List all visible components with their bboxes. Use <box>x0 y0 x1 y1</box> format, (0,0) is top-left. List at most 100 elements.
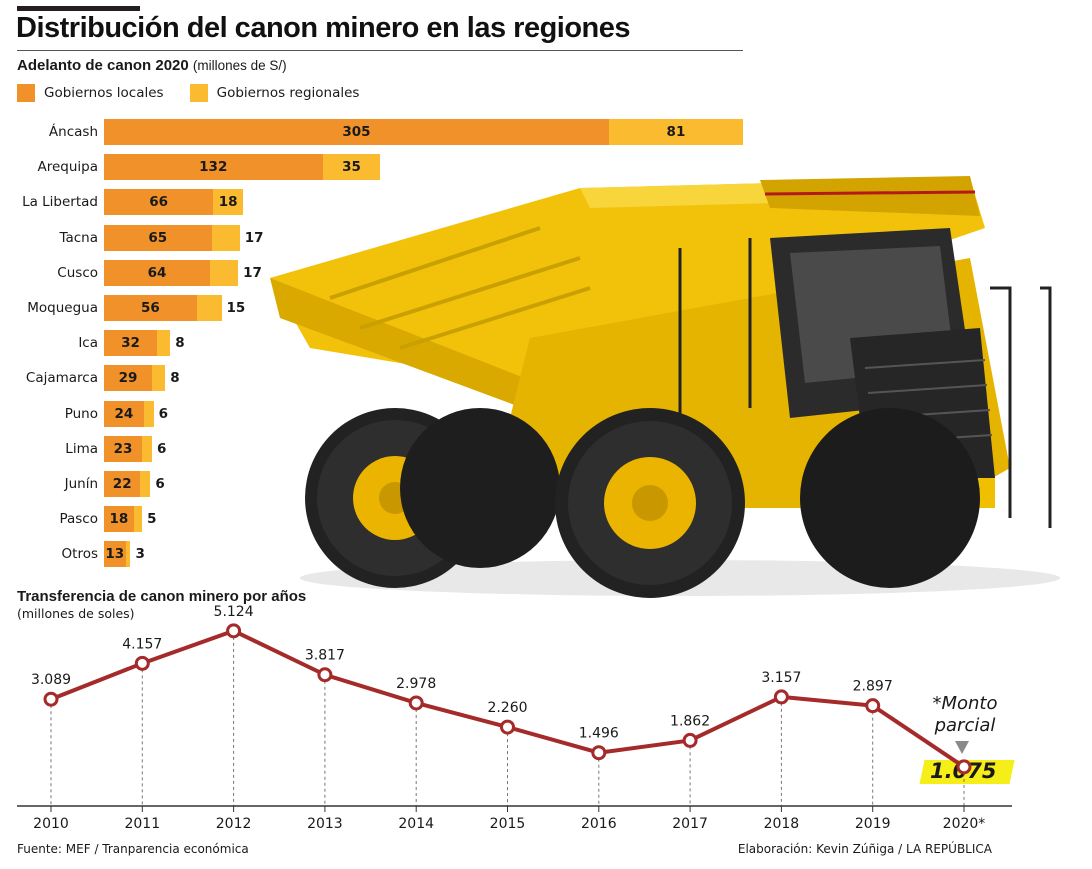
data-point <box>317 667 333 683</box>
bar-segment-regional <box>133 506 143 533</box>
data-point <box>43 691 59 707</box>
bar-value-local: 132 <box>199 159 228 176</box>
legend-label-local: Gobiernos locales <box>44 85 164 101</box>
bar-value-regional: 15 <box>226 300 246 316</box>
data-point <box>865 698 881 714</box>
x-tick-label: 2014 <box>398 816 434 832</box>
legend-label-regional: Gobiernos regionales <box>216 85 360 101</box>
bar-category-label: Cusco <box>57 264 98 281</box>
bar-segment-local <box>104 506 134 533</box>
data-point <box>682 732 698 748</box>
x-tick-label: 2015 <box>490 816 526 832</box>
highlight-value: 1.075 <box>930 759 997 783</box>
x-tick-label: 2019 <box>855 816 891 832</box>
legend-item-regional: Gobiernos regionales <box>189 84 360 102</box>
bar-segment-local <box>104 541 126 568</box>
source-note: Fuente: MEF / Tranparencia económica <box>17 842 249 856</box>
bar-chart-unit: (millones de S/) <box>192 58 287 73</box>
bar-category-label: La Libertad <box>22 194 98 211</box>
data-label: 2.897 <box>853 679 893 695</box>
data-point <box>408 695 424 711</box>
bar-value-regional: 8 <box>175 335 185 352</box>
bar-segment-local <box>104 154 323 181</box>
bar-value-local: 24 <box>114 405 134 422</box>
bar-segment-local <box>104 471 141 497</box>
bar-category-label: Puno <box>64 405 98 422</box>
data-label: 1.862 <box>670 713 710 729</box>
bar-segment-local <box>104 189 214 216</box>
bar-segment-local <box>104 259 210 286</box>
bar-value-local: 23 <box>113 440 133 457</box>
series-line <box>50 628 966 769</box>
bar-value-regional: 81 <box>666 124 686 140</box>
bar-value-local: 305 <box>342 124 371 140</box>
x-tick-label: 2012 <box>216 816 252 832</box>
down-arrow-icon <box>955 741 969 754</box>
bar-segment-local <box>104 400 144 427</box>
bar-segment-local <box>104 330 157 357</box>
bar-value-local: 29 <box>118 370 138 387</box>
data-label: 3.817 <box>305 648 345 664</box>
data-label: 5.124 <box>214 604 254 620</box>
bar-segment-regional <box>213 189 244 216</box>
data-label: 4.157 <box>122 636 162 652</box>
data-label: 3.089 <box>31 672 71 688</box>
bar-segment-regional <box>125 541 131 568</box>
bar-category-label: Pasco <box>59 511 98 528</box>
bar-category-label: Ica <box>78 335 98 352</box>
bar-segment-regional <box>608 119 743 145</box>
bar-value-regional: 6 <box>157 440 167 457</box>
bar-segment-regional <box>209 259 239 286</box>
x-tick-label: 2018 <box>764 816 800 832</box>
bar-category-label: Tacna <box>59 229 98 246</box>
partial-amount-note: *Monto parcial <box>925 693 1005 737</box>
bar-chart-subtitle: Adelanto de canon 2020 (millones de S/) <box>17 57 287 74</box>
bar-value-regional: 17 <box>244 229 264 246</box>
bar-segment-local <box>104 435 143 462</box>
bar-chart-legend: Gobiernos locales Gobiernos regionales <box>17 84 385 102</box>
bar-chart-subtitle-text: Adelanto de canon 2020 <box>17 57 189 74</box>
x-tick-label: 2010 <box>33 816 69 832</box>
bar-segment-regional <box>143 400 154 427</box>
title-accent-bar <box>17 6 140 11</box>
data-label: 1.496 <box>579 726 619 742</box>
bar-category-label: Cajamarca <box>25 370 98 387</box>
bar-category-label: Arequipa <box>37 159 98 176</box>
note-line-1: *Monto <box>932 693 998 714</box>
x-tick-label: 2016 <box>581 816 617 832</box>
x-tick-label: 2017 <box>672 816 708 832</box>
bar-category-label: Junín <box>64 476 98 492</box>
legend-item-local: Gobiernos locales <box>17 84 164 102</box>
bar-segment-regional <box>196 295 222 321</box>
bar-category-label: Moquegua <box>27 300 98 316</box>
bar-category-label: Áncash <box>48 124 98 140</box>
x-tick-label: 2013 <box>307 816 343 832</box>
bar-value-local: 32 <box>121 335 140 352</box>
data-point <box>591 745 607 761</box>
bar-segment-regional <box>211 224 240 251</box>
data-label: 2.978 <box>396 676 436 692</box>
x-tick-label: 2011 <box>124 816 160 832</box>
bar-value-local: 13 <box>105 546 125 563</box>
bar-value-local: 22 <box>112 476 132 492</box>
bar-segment-local <box>104 119 609 145</box>
data-point <box>226 623 242 639</box>
bar-segment-regional <box>322 154 381 181</box>
bar-value-regional: 3 <box>135 546 145 563</box>
line-chart-subtitle: Transferencia de canon minero por años <box>17 588 307 605</box>
bar-value-local: 56 <box>140 300 160 316</box>
bar-segment-regional <box>140 471 151 497</box>
line-chart-unit: (millones de soles) <box>17 606 135 621</box>
title-rule <box>17 50 743 51</box>
data-point <box>500 719 515 735</box>
bar-segment-local <box>104 224 212 251</box>
bar-segment-regional <box>142 435 152 462</box>
bar-segment-regional <box>156 330 171 357</box>
legend-swatch-local <box>17 84 35 102</box>
credit-note: Elaboración: Kevin Zúñiga / LA REPÚBLICA <box>737 842 992 856</box>
bar-value-regional: 5 <box>147 511 157 528</box>
bar-segment-local <box>104 365 152 392</box>
bar-segment-local <box>104 295 197 321</box>
bar-segment-regional <box>152 365 166 392</box>
bar-value-local: 65 <box>148 229 168 246</box>
